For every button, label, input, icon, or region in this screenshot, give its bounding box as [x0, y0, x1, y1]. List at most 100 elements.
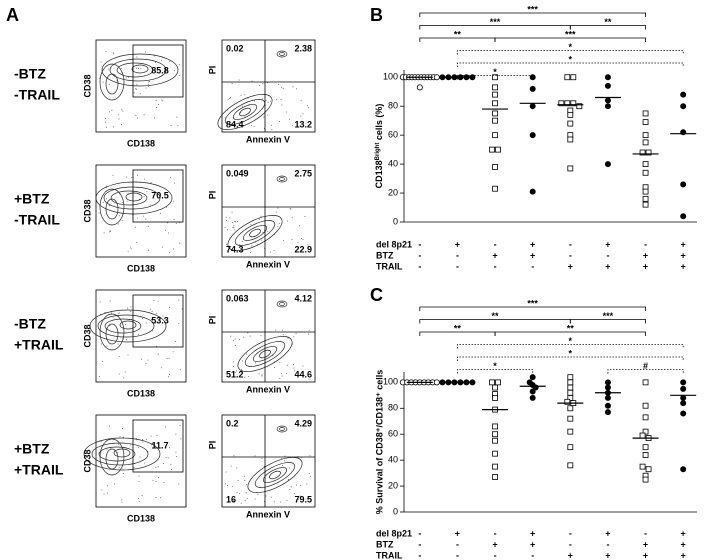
row-label: -BTZ [14, 316, 46, 332]
significance-label: ** [492, 311, 500, 321]
event-dot [172, 351, 174, 353]
event-dot [251, 245, 253, 247]
event-dot [149, 204, 151, 206]
event-dot [289, 489, 291, 491]
event-dot [261, 375, 263, 377]
event-dot [302, 113, 304, 115]
data-point [642, 428, 649, 435]
quadrant-value: 0.049 [226, 168, 249, 178]
event-dot [308, 107, 310, 109]
event-dot [178, 64, 180, 66]
gate-value: 11.7 [151, 440, 168, 450]
significance-label: *** [565, 29, 576, 39]
gate-value: 70.5 [151, 190, 169, 200]
data-point [529, 388, 536, 395]
event-dot [228, 97, 230, 99]
event-dot [119, 436, 121, 438]
event-dot [179, 369, 181, 371]
condition-sign: + [643, 539, 648, 549]
event-dot [284, 455, 286, 457]
plot-frame [95, 39, 187, 133]
event-dot [122, 110, 124, 112]
condition-sign: - [494, 528, 497, 538]
event-dot [236, 492, 238, 494]
condition-sign: - [569, 250, 572, 260]
event-dot [162, 462, 164, 464]
event-dot [262, 231, 264, 233]
data-point [567, 428, 574, 435]
event-dot [135, 88, 137, 90]
axis-label: CD38 [82, 199, 92, 222]
event-dot [156, 313, 158, 315]
contour [99, 313, 125, 351]
event-dot [241, 240, 243, 242]
event-dot [267, 231, 269, 233]
event-dot [297, 242, 299, 244]
event-dot [135, 67, 137, 69]
data-point [567, 389, 574, 396]
contour [227, 215, 283, 251]
event-dot [168, 357, 170, 359]
quadrant-value: 16 [226, 494, 236, 504]
axis-label: CD138 [127, 263, 155, 273]
event-dot [155, 99, 157, 101]
axis-label: Annexin V [246, 509, 290, 519]
event-dot [121, 428, 123, 430]
event-dot [118, 312, 120, 314]
event-dot [169, 176, 171, 178]
condition-sign: + [681, 239, 686, 249]
event-dot [291, 217, 293, 219]
contour [262, 467, 288, 483]
event-dot [283, 460, 285, 462]
data-point [604, 379, 611, 386]
event-dot [279, 120, 281, 122]
event-dot [178, 299, 180, 301]
contour [95, 181, 173, 215]
row-label: -BTZ [14, 66, 46, 82]
plot-frame [95, 414, 187, 508]
event-dot [258, 218, 260, 220]
event-dot [241, 105, 243, 107]
event-dot [245, 353, 247, 355]
condition-sign: - [569, 528, 572, 538]
event-dot [280, 99, 282, 101]
event-dot [308, 378, 310, 380]
data-point [604, 103, 611, 110]
event-dot [117, 343, 119, 345]
event-dot [225, 471, 227, 473]
event-dot [114, 483, 116, 485]
quadrant-value: 44.6 [294, 369, 312, 379]
condition-sign: + [455, 528, 460, 538]
event-dot [251, 80, 253, 82]
event-dot [250, 223, 252, 225]
contour [105, 73, 119, 95]
event-dot [99, 77, 101, 79]
y-axis-label-part: CD138 [374, 160, 384, 188]
event-dot [120, 124, 122, 126]
data-point [529, 188, 536, 195]
event-dot [162, 315, 164, 317]
event-dot [290, 486, 292, 488]
event-dot [127, 307, 129, 309]
data-point [680, 379, 687, 386]
event-dot [101, 489, 103, 491]
event-dot [167, 232, 169, 234]
event-dot [145, 51, 147, 53]
condition-sign: + [568, 261, 573, 271]
data-point [680, 400, 687, 407]
axis-label: CD38 [82, 324, 92, 347]
event-dot [176, 455, 178, 457]
axis-label: CD138 [127, 513, 155, 523]
event-dot [249, 335, 251, 337]
event-dot [139, 456, 141, 458]
event-dot [109, 111, 111, 113]
quadrant-value: 74.3 [226, 244, 244, 254]
event-dot [289, 118, 291, 120]
event-dot [270, 496, 272, 498]
event-dot [117, 451, 119, 453]
event-dot [306, 498, 308, 500]
data-point [492, 117, 498, 124]
plot-frame [95, 289, 187, 383]
event-dot [99, 301, 101, 303]
event-dot [123, 377, 125, 379]
